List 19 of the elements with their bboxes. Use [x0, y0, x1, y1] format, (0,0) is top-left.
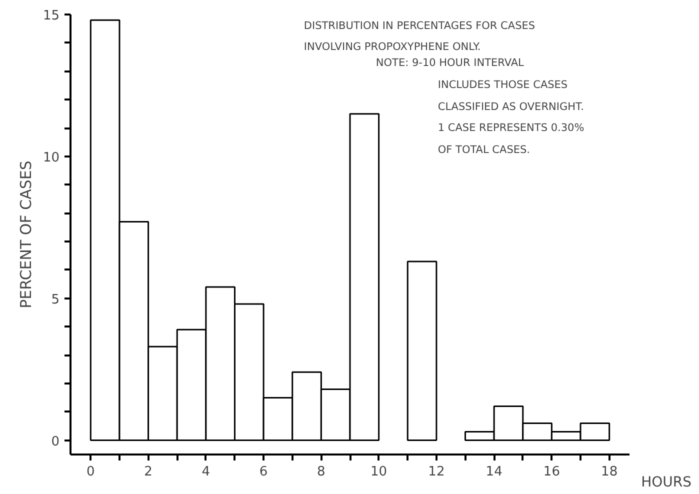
annotation: DISTRIBUTION IN PERCENTAGES FOR CASES INVOLVING PROPOXYPHENE ONLY. — [304, 20, 536, 54]
x-tick-label: 16 — [543, 464, 560, 480]
x-tick-label: 8 — [317, 464, 326, 480]
y-tick-label: 0 — [51, 434, 60, 450]
x-tick-label: 6 — [259, 464, 268, 480]
x-tick-label: 12 — [428, 464, 445, 480]
x-tick-label: 2 — [144, 464, 152, 480]
y-axis-title: PERCENT OF CASES — [16, 160, 35, 308]
annotation: 1 CASE REPRESENTS 0.30% OF TOTAL CASES. — [438, 122, 584, 156]
y-tick-label: 15 — [42, 8, 60, 24]
x-tick-label: 18 — [601, 464, 618, 480]
x-tick-label: 4 — [202, 464, 210, 480]
x-tick-label: 10 — [370, 464, 388, 480]
annotation: NOTE: 9-10 HOUR INTERVAL INCLUDES THOSE CASES CLASSIFIED AS OVERNIGHT. — [376, 56, 584, 114]
x-tick-label: 0 — [86, 464, 95, 480]
y-tick-label: 5 — [51, 292, 60, 308]
x-tick-label: 14 — [486, 464, 502, 480]
x-axis-title: HOURS — [641, 474, 692, 490]
y-tick-label: 10 — [42, 150, 60, 166]
